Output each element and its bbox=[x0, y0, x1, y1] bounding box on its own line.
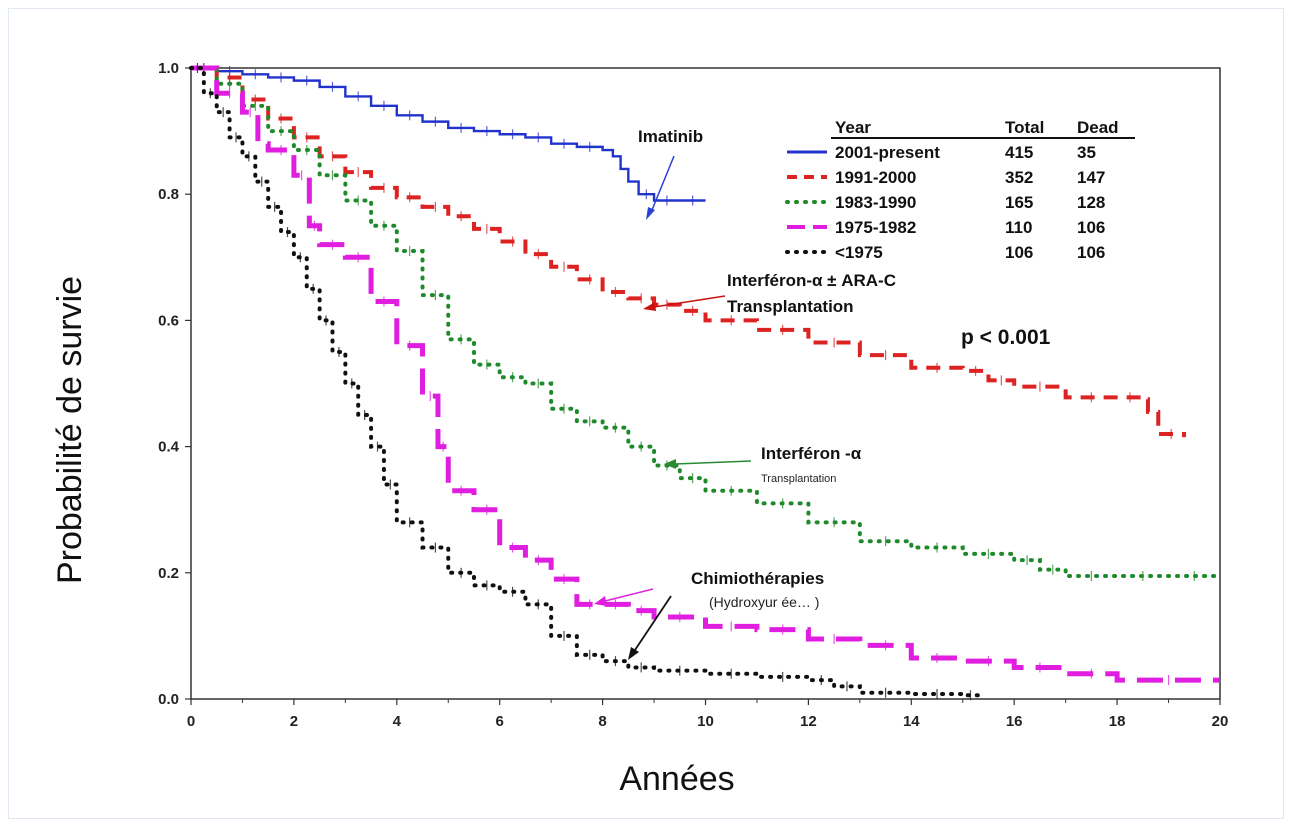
censor-marks-1983-1990 bbox=[203, 63, 1195, 581]
x-tick-label: 0 bbox=[187, 713, 195, 730]
legend-label-1983-1990: 1983-1990 bbox=[835, 193, 916, 212]
legend-dead-1983-1990: 128 bbox=[1077, 193, 1105, 212]
legend-total-pre-1975: 106 bbox=[1005, 243, 1033, 262]
x-tick-label: 4 bbox=[393, 713, 402, 730]
y-tick-label: 0.4 bbox=[158, 439, 180, 456]
chart-frame: 0 2 4 6 8 10 12 14 16 18 20 0.0 0.2 0.4 0.6 0.8 1.0 Anné… bbox=[8, 8, 1284, 819]
censor-marks-1975 bbox=[196, 63, 972, 701]
y-tick-label: 1.0 bbox=[158, 60, 179, 77]
x-axis-title: Années bbox=[619, 760, 734, 798]
annotation-arrowhead-chimio-black bbox=[628, 647, 639, 660]
y-tick-label: 0.8 bbox=[158, 186, 179, 203]
series-layer bbox=[189, 63, 1222, 701]
x-tick-label: 12 bbox=[800, 713, 817, 730]
series-line-1975 bbox=[189, 66, 981, 698]
annotation-arrowhead-chimio-magenta bbox=[594, 596, 607, 606]
legend-total-2001-present: 415 bbox=[1005, 143, 1033, 162]
annotation-interferon-sub: Transplantation bbox=[761, 473, 836, 485]
annotation-chimiotherapies: Chimiothérapies bbox=[691, 569, 824, 588]
annotation-arrow-interferon bbox=[674, 460, 752, 465]
axis-ticks: 0 2 4 6 8 10 12 14 16 18 20 0.0 0.2 0.4 0.6 0.8 1.0 bbox=[158, 60, 1228, 730]
x-tick-label: 20 bbox=[1212, 713, 1229, 730]
x-tick-label: 16 bbox=[1006, 713, 1023, 730]
annotations: Imatinib Interféron-α ± ARA-C Transplant… bbox=[594, 127, 896, 660]
annotation-arrowhead-imatinib bbox=[646, 207, 655, 220]
censor-marks-1975-1982 bbox=[203, 63, 1170, 686]
annotation-arrow-imatinib bbox=[651, 155, 675, 211]
legend-label-pre-1975: <1975 bbox=[835, 243, 883, 262]
annotation-interferon-ara-c-sub: Transplantation bbox=[727, 297, 854, 316]
annotation-arrow-chimio-magenta bbox=[604, 588, 654, 602]
legend-total-1983-1990: 165 bbox=[1005, 193, 1033, 212]
annotation-chimiotherapies-sub: (Hydroxyur ée… ) bbox=[709, 594, 819, 610]
legend-label-2001-present: 2001-present bbox=[835, 143, 940, 162]
annotation-arrowhead-interferon bbox=[664, 459, 676, 469]
series-line-2001-present bbox=[191, 66, 706, 202]
y-tick-label: 0.2 bbox=[158, 565, 179, 582]
y-tick-label: 0.6 bbox=[158, 312, 179, 329]
x-tick-label: 10 bbox=[697, 713, 714, 730]
annotation-arrow-interferon-ara-c bbox=[653, 295, 726, 308]
legend-header-total: Total bbox=[1005, 118, 1044, 137]
x-tick-label: 6 bbox=[496, 713, 504, 730]
series-line-1975-1982 bbox=[191, 65, 1220, 683]
censor-marks-2001-present bbox=[203, 63, 694, 206]
legend-dead-pre-1975: 106 bbox=[1077, 243, 1105, 262]
legend-total-1991-2000: 352 bbox=[1005, 168, 1033, 187]
legend-dead-1975-1982: 106 bbox=[1077, 218, 1105, 237]
legend-total-1975-1982: 110 bbox=[1005, 218, 1032, 237]
annotation-arrowhead-interferon-ara-c bbox=[643, 302, 656, 311]
p-value-label: p < 0.001 bbox=[961, 326, 1051, 349]
x-tick-label: 2 bbox=[290, 713, 298, 730]
legend-label-1975-1982: 1975-1982 bbox=[835, 218, 916, 237]
y-axis-title: Probabilité de survie bbox=[51, 276, 89, 584]
annotation-interferon-ara-c: Interféron-α ± ARA-C bbox=[727, 271, 896, 290]
x-tick-label: 8 bbox=[598, 713, 606, 730]
annotation-arrow-chimio-black bbox=[634, 595, 672, 651]
legend-header-year: Year bbox=[835, 118, 871, 137]
series-line-1983-1990 bbox=[189, 66, 1222, 578]
legend: Year Total Dead 2001-present 415 35 1991… bbox=[785, 118, 1135, 262]
annotation-imatinib: Imatinib bbox=[638, 127, 703, 146]
x-tick-label: 14 bbox=[903, 713, 920, 730]
legend-dead-2001-present: 35 bbox=[1077, 143, 1096, 162]
legend-dead-1991-2000: 147 bbox=[1077, 168, 1105, 187]
censor-marks-1991-2000 bbox=[203, 63, 1172, 439]
legend-header-dead: Dead bbox=[1077, 118, 1119, 137]
legend-label-1991-2000: 1991-2000 bbox=[835, 168, 916, 187]
survival-chart: 0 2 4 6 8 10 12 14 16 18 20 0.0 0.2 0.4 0.6 0.8 1.0 Anné… bbox=[51, 60, 1228, 798]
annotation-interferon: Interféron -α bbox=[761, 444, 862, 463]
x-tick-label: 18 bbox=[1109, 713, 1126, 730]
y-tick-label: 0.0 bbox=[158, 691, 179, 708]
